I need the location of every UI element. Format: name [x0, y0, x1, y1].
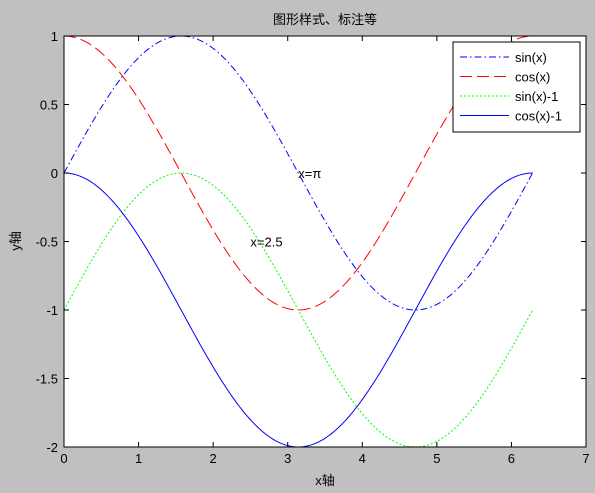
x-tick-label: 7: [582, 451, 589, 466]
y-ticks: 1 0.5 0 -0.5 -1 -1.5 -2: [36, 29, 586, 455]
x-tick-label: 2: [210, 451, 217, 466]
x-tick-label: 3: [284, 451, 291, 466]
x-tick-label: 1: [135, 451, 142, 466]
legend-label: sin(x)-1: [515, 89, 558, 104]
annotation-label: x=π: [298, 166, 321, 181]
y-tick-label: -0.5: [36, 235, 58, 250]
x-ticks: 0 1 2 3 4 5 6 7: [60, 36, 590, 466]
x-tick-label: 4: [359, 451, 366, 466]
x-tick-label: 6: [508, 451, 515, 466]
y-tick-label: -1.5: [36, 372, 58, 387]
y-tick-label: 0.5: [40, 98, 58, 113]
y-tick-label: -1: [46, 303, 58, 318]
y-tick-label: 0: [51, 166, 58, 181]
x-axis-label: x轴: [315, 473, 335, 488]
legend-label: cos(x): [515, 70, 550, 85]
legend-label: sin(x): [515, 50, 547, 65]
series-line-2: [63, 172, 533, 448]
annotation-label: x=2.5: [250, 235, 282, 250]
x-tick-label: 5: [433, 451, 440, 466]
legend-box: [452, 41, 581, 133]
series-line-0: [63, 35, 533, 311]
y-tick-label: 1: [51, 29, 58, 44]
annotations: x=π x=2.5: [250, 166, 321, 250]
chart-title: 图形样式、标注等: [273, 12, 377, 27]
y-tick-label: -2: [46, 440, 58, 455]
legend-label: cos(x)-1: [515, 109, 562, 124]
y-axis-label: y轴: [8, 231, 23, 251]
legend: sin(x) cos(x) sin(x)-1 cos(x)-1: [452, 41, 581, 133]
x-tick-label: 0: [60, 451, 67, 466]
